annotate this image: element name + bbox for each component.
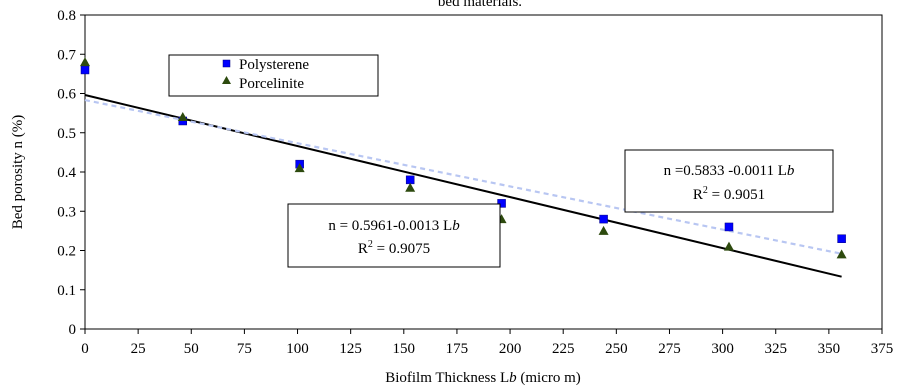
point-polysterene bbox=[837, 234, 846, 243]
trendline-dashed bbox=[84, 98, 842, 255]
legend: Polysterene Porcelinite bbox=[168, 54, 379, 97]
chart-title: bed materials. bbox=[438, 0, 522, 10]
x-tick-label: 275 bbox=[658, 341, 681, 357]
x-tick-label: 200 bbox=[499, 341, 522, 357]
point-porcelinite bbox=[177, 112, 188, 122]
x-tick-label: 350 bbox=[818, 341, 841, 357]
r2-dashed: R2 = 0.9051 bbox=[693, 185, 765, 203]
y-tick-label: 0.7 bbox=[57, 47, 76, 63]
x-tick-label: 375 bbox=[871, 341, 894, 357]
y-tick-label: 0.2 bbox=[57, 244, 76, 260]
point-porcelinite bbox=[294, 163, 305, 173]
x-tick-label: 25 bbox=[131, 341, 146, 357]
legend-label-porcelinite: Porcelinite bbox=[239, 76, 304, 92]
y-tick-label: 0 bbox=[69, 322, 77, 338]
x-tick-label: 175 bbox=[446, 341, 469, 357]
x-axis-title: Biofilm Thickness Lb (micro m) bbox=[385, 370, 581, 386]
y-tick-label: 0.8 bbox=[57, 8, 76, 24]
data-points bbox=[80, 57, 847, 259]
x-tick-label: 0 bbox=[81, 341, 89, 357]
point-polysterene bbox=[497, 199, 506, 208]
point-porcelinite bbox=[723, 241, 734, 251]
r2-solid: R2 = 0.9075 bbox=[358, 239, 430, 257]
x-tick-label: 325 bbox=[764, 341, 787, 357]
point-polysterene bbox=[724, 222, 734, 232]
point-porcelinite bbox=[405, 182, 416, 192]
point-porcelinite bbox=[836, 249, 847, 259]
y-axis-ticks: 0 0.1 0.2 0.3 0.4 0.5 0.6 0.7 0.8 bbox=[57, 8, 85, 338]
trendlines bbox=[84, 94, 842, 278]
y-tick-label: 0.6 bbox=[57, 87, 76, 103]
x-tick-label: 75 bbox=[237, 341, 252, 357]
equation-dashed: n =0.5833 -0.0011 Lb bbox=[664, 163, 795, 179]
point-polysterene bbox=[80, 65, 90, 75]
y-tick-label: 0.5 bbox=[57, 126, 76, 142]
point-porcelinite bbox=[80, 57, 90, 67]
equation-solid: n = 0.5961-0.0013 Lb bbox=[328, 218, 460, 234]
x-tick-label: 225 bbox=[552, 341, 575, 357]
legend-marker-porcelinite bbox=[222, 76, 231, 84]
y-tick-label: 0.1 bbox=[57, 283, 76, 299]
y-axis-title: Bed porosity n (%) bbox=[10, 115, 26, 230]
point-polysterene bbox=[405, 175, 415, 185]
equation-box-solid: n = 0.5961-0.0013 Lb R2 = 0.9075 bbox=[287, 203, 501, 268]
x-tick-label: 125 bbox=[339, 341, 362, 357]
equation-box-dashed: n =0.5833 -0.0011 Lb R2 = 0.9051 bbox=[624, 149, 834, 213]
point-porcelinite bbox=[598, 225, 609, 235]
x-axis-ticks: 0 25 50 75 100 125 150 175 200 225 250 275 300 325 350… bbox=[81, 329, 893, 357]
y-tick-label: 0.3 bbox=[57, 204, 76, 220]
y-tick-label: 0.4 bbox=[57, 165, 76, 181]
point-polysterene bbox=[599, 214, 608, 224]
x-tick-label: 250 bbox=[605, 341, 628, 357]
legend-marker-polysterene bbox=[222, 59, 231, 68]
x-tick-label: 100 bbox=[286, 341, 309, 357]
x-tick-label: 300 bbox=[711, 341, 734, 357]
x-tick-label: 50 bbox=[184, 341, 199, 357]
legend-label-polysterene: Polysterene bbox=[239, 57, 309, 73]
x-tick-label: 150 bbox=[393, 341, 416, 357]
